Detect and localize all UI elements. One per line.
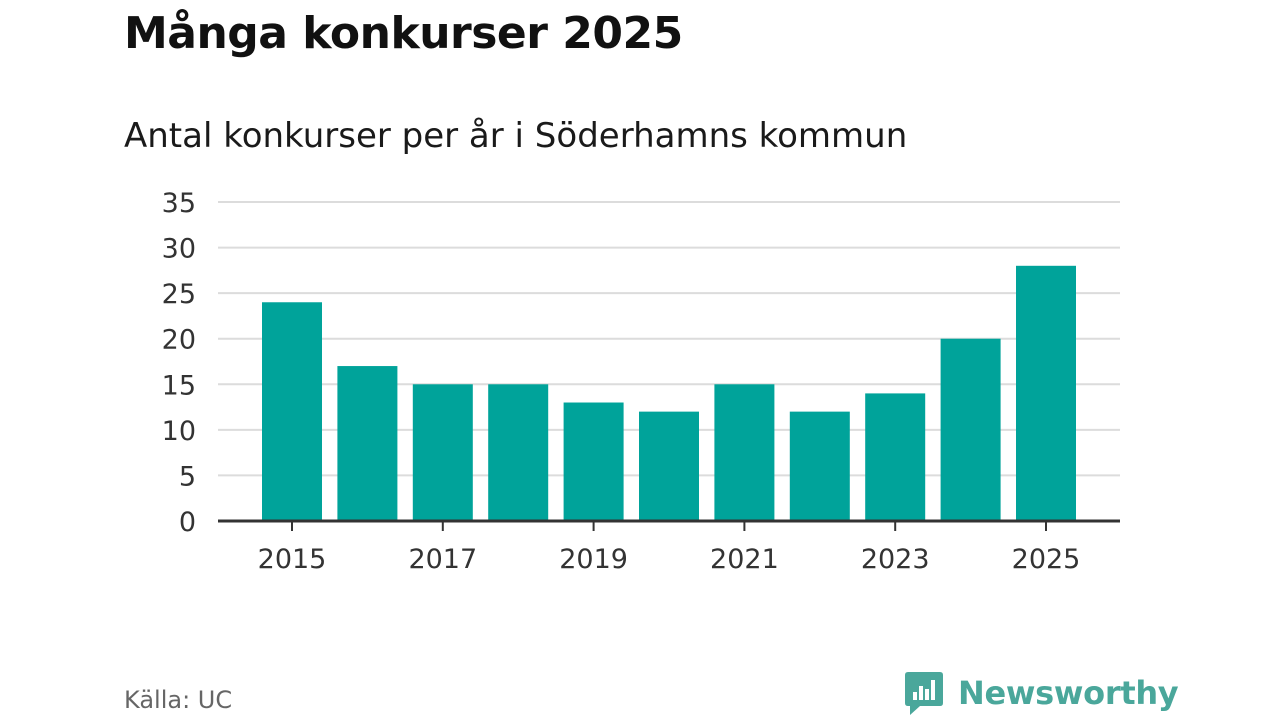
brand-logo: Newsworthy (904, 670, 1179, 716)
chart-title: Många konkurser 2025 (124, 8, 683, 59)
x-tick-label-2017: 2017 (408, 544, 477, 575)
chart-subtitle: Antal konkurser per år i Söderhamns komm… (124, 116, 908, 156)
bar-2024 (940, 338, 1001, 521)
axes (218, 519, 1120, 531)
y-tick-label-5: 5 (179, 461, 196, 492)
brand-name: Newsworthy (958, 674, 1179, 712)
newsworthy-logo-icon (905, 672, 943, 715)
bar-2022 (789, 411, 850, 521)
y-tick-label-25: 25 (162, 279, 196, 310)
bar-2021 (714, 384, 775, 521)
bar-2018 (488, 384, 549, 521)
y-tick-label-15: 15 (162, 370, 196, 401)
y-tick-label-30: 30 (162, 234, 196, 265)
bar-2020 (639, 411, 699, 521)
y-tick-label-10: 10 (162, 416, 196, 447)
bar-2023 (865, 393, 926, 521)
x-tick-label-2015: 2015 (258, 544, 327, 575)
bar-2016 (337, 366, 398, 521)
x-tick-label-2021: 2021 (710, 544, 779, 575)
x-tick-label-2019: 2019 (559, 544, 628, 575)
bar-2015 (262, 302, 322, 521)
y-tick-label-35: 35 (162, 188, 196, 219)
x-tick-label-2025: 2025 (1012, 544, 1081, 575)
y-tick-label-0: 0 (179, 507, 196, 538)
bar-2019 (563, 402, 624, 521)
x-tick-label-2023: 2023 (861, 544, 930, 575)
bar-2017 (412, 384, 473, 521)
bars (262, 265, 1076, 521)
bar-2025 (1016, 265, 1076, 521)
source-note: Källa: UC (124, 686, 233, 714)
y-tick-label-20: 20 (162, 325, 196, 356)
